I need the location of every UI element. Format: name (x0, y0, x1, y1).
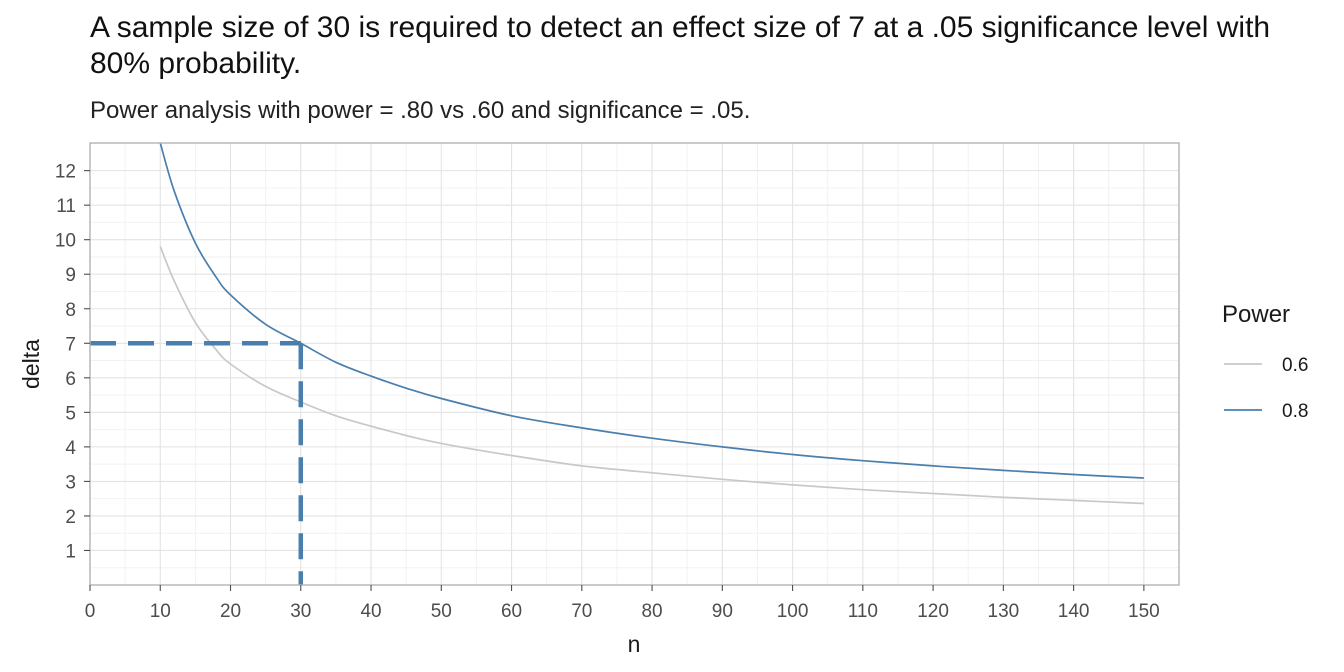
x-tick-label-110: 110 (848, 601, 878, 622)
annotation-lines (90, 341, 304, 585)
x-tick-label-0: 0 (85, 601, 96, 622)
y-tick-label-5: 5 (65, 403, 76, 424)
legend: Power 0.6 0.8 (1222, 301, 1308, 422)
x-tick-label-70: 70 (571, 601, 592, 622)
y-tick-label-6: 6 (65, 369, 76, 390)
y-tick-label-3: 3 (65, 472, 76, 493)
y-tick-label-12: 12 (55, 162, 76, 183)
legend-label-0.6: 0.6 (1282, 355, 1308, 376)
x-tick-label-140: 140 (1058, 601, 1090, 622)
x-tick-label-80: 80 (641, 601, 662, 622)
x-tick-label-120: 120 (917, 601, 949, 622)
chart-subtitle: Power analysis with power = .80 vs .60 a… (90, 97, 751, 124)
y-tick-label-11: 11 (56, 196, 76, 217)
y-tick-label-9: 9 (65, 265, 76, 286)
series-lines (159, 142, 1144, 505)
x-tick-label-50: 50 (431, 601, 452, 622)
y-tick-label-1: 1 (65, 541, 76, 562)
x-tick-label-20: 20 (220, 601, 241, 622)
series-line-0.8 (159, 142, 1144, 479)
y-tick-label-8: 8 (65, 300, 76, 321)
y-axis-title: delta (18, 339, 44, 389)
y-tick-label-4: 4 (65, 438, 76, 459)
x-tick-label-90: 90 (712, 601, 733, 622)
legend-title: Power (1222, 301, 1290, 328)
y-tick-label-10: 10 (55, 231, 76, 252)
x-tick-label-40: 40 (360, 601, 381, 622)
grid (89, 143, 1179, 585)
x-tick-label-150: 150 (1128, 601, 1160, 622)
axis-ticks: 0 10 20 30 40 50 60 70 80 90 100 110 120 130 140 150123… (55, 162, 1160, 622)
x-tick-label-130: 130 (988, 601, 1020, 622)
chart-title: A sample size of 30 is required to detec… (90, 11, 1271, 80)
x-tick-label-30: 30 (290, 601, 311, 622)
y-tick-label-2: 2 (65, 507, 76, 528)
x-tick-label-60: 60 (501, 601, 522, 622)
y-tick-label-7: 7 (65, 334, 76, 355)
legend-label-0.8: 0.8 (1282, 401, 1308, 422)
x-tick-label-10: 10 (150, 601, 171, 622)
x-tick-label-100: 100 (777, 601, 809, 622)
plot-panel-border (89, 142, 1180, 586)
series-line-0.6 (159, 246, 1144, 505)
x-axis-title: n (628, 631, 641, 657)
